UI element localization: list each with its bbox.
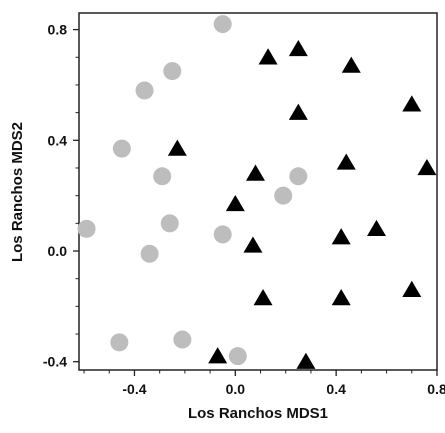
- data-points: [77, 15, 437, 369]
- triangle-point: [336, 153, 356, 170]
- triangle-point: [402, 95, 422, 112]
- circle-point: [274, 186, 293, 205]
- triangle-point: [296, 352, 316, 369]
- circle-point: [228, 347, 247, 366]
- circle-point: [213, 15, 232, 34]
- triangle-point: [288, 103, 308, 120]
- triangle-point: [331, 289, 351, 306]
- circle-point: [160, 214, 179, 233]
- triangle-point: [208, 347, 228, 364]
- x-tick-label: 0.0: [226, 381, 246, 397]
- circle-point: [135, 81, 154, 100]
- circle-point: [112, 139, 131, 158]
- y-tick-label: 0.0: [48, 243, 68, 259]
- axis-ticks: -0.4 0.0 0.4 0.8 -0.4 0.0 0.4 0.8: [43, 22, 445, 397]
- triangle-point: [258, 48, 278, 65]
- y-tick-label: 0.8: [48, 22, 68, 38]
- triangle-point: [288, 39, 308, 57]
- x-tick-label: 0.4: [326, 381, 346, 397]
- triangle-point: [366, 219, 386, 237]
- y-axis-label: Los Ranchos MDS2: [9, 122, 26, 262]
- triangle-point: [245, 164, 265, 181]
- triangle-point: [225, 194, 245, 212]
- triangle-point: [167, 139, 187, 156]
- triangle-point: [253, 289, 273, 306]
- triangle-point: [331, 228, 351, 245]
- circle-point: [163, 62, 182, 81]
- triangle-point: [243, 236, 263, 253]
- triangle-point: [402, 280, 422, 297]
- circle-point: [77, 219, 96, 238]
- circle-point: [110, 333, 129, 352]
- plot-area-frame: [78, 12, 438, 371]
- circle-point: [140, 244, 159, 263]
- circle-point: [213, 225, 232, 244]
- triangle-point: [417, 158, 437, 176]
- circle-point: [173, 330, 192, 349]
- x-axis-label: Los Ranchos MDS1: [188, 405, 328, 422]
- x-tick-label: -0.4: [122, 381, 146, 397]
- circle-point: [153, 167, 172, 186]
- triangle-point: [341, 56, 361, 73]
- x-tick-label: 0.8: [427, 381, 445, 397]
- circle-point: [289, 167, 308, 186]
- y-tick-label: -0.4: [43, 354, 67, 370]
- y-tick-label: 0.4: [48, 132, 68, 148]
